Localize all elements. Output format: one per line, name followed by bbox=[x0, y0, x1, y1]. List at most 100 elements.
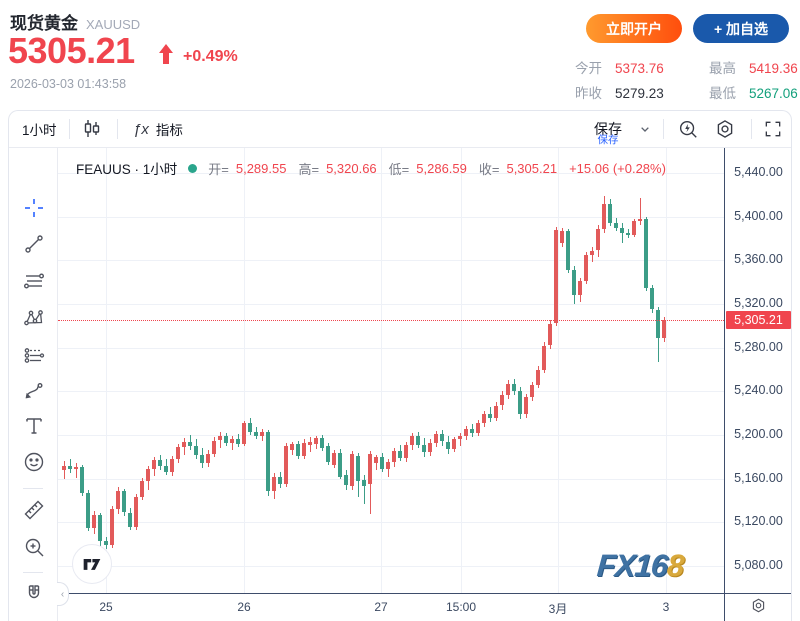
candle bbox=[296, 443, 300, 456]
fullscreen-button[interactable] bbox=[763, 111, 783, 147]
crosshair-icon bbox=[22, 196, 46, 225]
tool-fib-retracement[interactable] bbox=[22, 271, 46, 295]
v-gridline bbox=[244, 148, 245, 593]
candle bbox=[266, 431, 270, 491]
quick-search-button[interactable] bbox=[677, 111, 699, 147]
legend-high-value: 5,320.66 bbox=[326, 160, 377, 176]
chart-toolbar: 1小时 ƒx 指标 保存 保存 bbox=[9, 111, 791, 148]
h-gridline bbox=[58, 566, 724, 567]
candle bbox=[122, 490, 126, 513]
h-gridline bbox=[58, 260, 724, 262]
candle bbox=[134, 497, 138, 527]
tool-brush[interactable] bbox=[22, 381, 46, 405]
candle bbox=[308, 441, 312, 445]
add-watchlist-button[interactable]: + 加自选 bbox=[693, 14, 789, 43]
candle bbox=[236, 439, 240, 444]
chart-canvas[interactable] bbox=[58, 148, 724, 593]
tool-xabcd-pattern[interactable] bbox=[22, 308, 46, 332]
tool-magnet[interactable] bbox=[22, 584, 46, 608]
tool-emoji[interactable] bbox=[22, 452, 46, 476]
price-axis[interactable]: 5,440.00 5,400.00 5,360.00 5,320.00 5,280.00… bbox=[725, 148, 792, 593]
brush-icon bbox=[22, 379, 46, 408]
fx-icon: ƒx bbox=[133, 120, 149, 138]
tradingview-logo[interactable] bbox=[72, 544, 112, 584]
symbol-name-text: 现货黄金 bbox=[10, 14, 78, 33]
candle bbox=[260, 431, 264, 437]
open-account-button[interactable]: 立即开户 bbox=[586, 14, 682, 43]
tool-trend-line[interactable] bbox=[22, 234, 46, 258]
indicators-label: 指标 bbox=[155, 123, 183, 138]
candle bbox=[302, 442, 306, 456]
time-axis[interactable]: 25 26 27 15:00 3月 3 bbox=[58, 594, 724, 621]
trend-line-icon bbox=[22, 232, 46, 261]
chart-card: 1小时 ƒx 指标 保存 保存 bbox=[8, 110, 792, 621]
candle bbox=[152, 460, 156, 469]
candle bbox=[422, 444, 426, 453]
current-price: 5305.21 bbox=[8, 30, 135, 71]
interval-button[interactable]: 1小时 bbox=[22, 123, 57, 138]
candle bbox=[596, 228, 600, 251]
tool-ruler[interactable] bbox=[22, 500, 46, 524]
candle bbox=[146, 468, 150, 481]
save-tooltip: 保存 bbox=[597, 134, 619, 146]
tool-zoom-in[interactable] bbox=[22, 537, 46, 561]
stat-low-value: 5267.06 bbox=[749, 86, 798, 101]
candle bbox=[248, 423, 252, 432]
stat-low: 最低 5267.06 bbox=[709, 82, 798, 102]
fx168-watermark: FX168 bbox=[596, 548, 685, 584]
time-tick-label: 27 bbox=[374, 600, 388, 614]
h-gridline bbox=[58, 435, 724, 436]
candle bbox=[482, 414, 486, 423]
tool-text[interactable] bbox=[22, 416, 46, 440]
h-gridline bbox=[58, 478, 724, 480]
fib-retracement-icon bbox=[22, 269, 46, 298]
change-percent: +0.49% bbox=[183, 48, 238, 65]
chart-style-button[interactable] bbox=[82, 111, 102, 147]
candle bbox=[128, 512, 132, 527]
price-tick-label: 5,240.00 bbox=[734, 383, 783, 398]
candle bbox=[218, 436, 222, 441]
legend-change: +15.06 (+0.28%) bbox=[569, 160, 666, 176]
candle bbox=[650, 287, 654, 310]
price-tick-label: 5,320.00 bbox=[734, 296, 783, 310]
tool-crosshair[interactable] bbox=[22, 198, 46, 222]
chevron-down-icon bbox=[637, 121, 653, 137]
candle bbox=[584, 254, 588, 282]
price-tick-label: 5,200.00 bbox=[734, 427, 783, 441]
candle bbox=[578, 281, 582, 296]
fx168-blue-text: FX16 bbox=[595, 548, 669, 583]
h-gridline bbox=[58, 391, 724, 393]
v-gridline bbox=[666, 148, 667, 593]
candle bbox=[662, 320, 666, 338]
time-tick-label: 3月 bbox=[548, 602, 568, 616]
candle bbox=[608, 203, 612, 224]
candle bbox=[290, 443, 294, 451]
candle-wick bbox=[231, 436, 233, 451]
candle bbox=[458, 436, 462, 440]
legend-low-label: 低= bbox=[388, 161, 410, 177]
save-menu-chevron[interactable] bbox=[637, 111, 653, 147]
candle bbox=[476, 423, 480, 433]
chart-settings-button[interactable] bbox=[714, 111, 736, 147]
up-arrow-icon bbox=[157, 42, 175, 71]
candle bbox=[230, 439, 234, 443]
price-tick-label: 5,400.00 bbox=[734, 208, 783, 223]
legend-open-label: 开= bbox=[208, 161, 229, 177]
candle bbox=[116, 490, 120, 510]
time-tick-label: 15:00 bbox=[445, 600, 477, 614]
h-gridline bbox=[58, 216, 724, 218]
candle bbox=[440, 433, 444, 442]
stat-high-value: 5419.36 bbox=[749, 61, 798, 76]
candle bbox=[350, 453, 354, 487]
save-button[interactable]: 保存 保存 bbox=[587, 111, 629, 147]
candle bbox=[344, 475, 348, 486]
candle bbox=[314, 438, 318, 444]
indicators-button[interactable]: ƒx 指标 bbox=[133, 111, 183, 147]
candle bbox=[542, 345, 546, 370]
axis-settings-button[interactable] bbox=[725, 594, 792, 621]
candle bbox=[470, 428, 474, 433]
candle bbox=[110, 509, 114, 546]
tool-forecast[interactable] bbox=[22, 345, 46, 369]
h-gridline bbox=[58, 173, 724, 174]
